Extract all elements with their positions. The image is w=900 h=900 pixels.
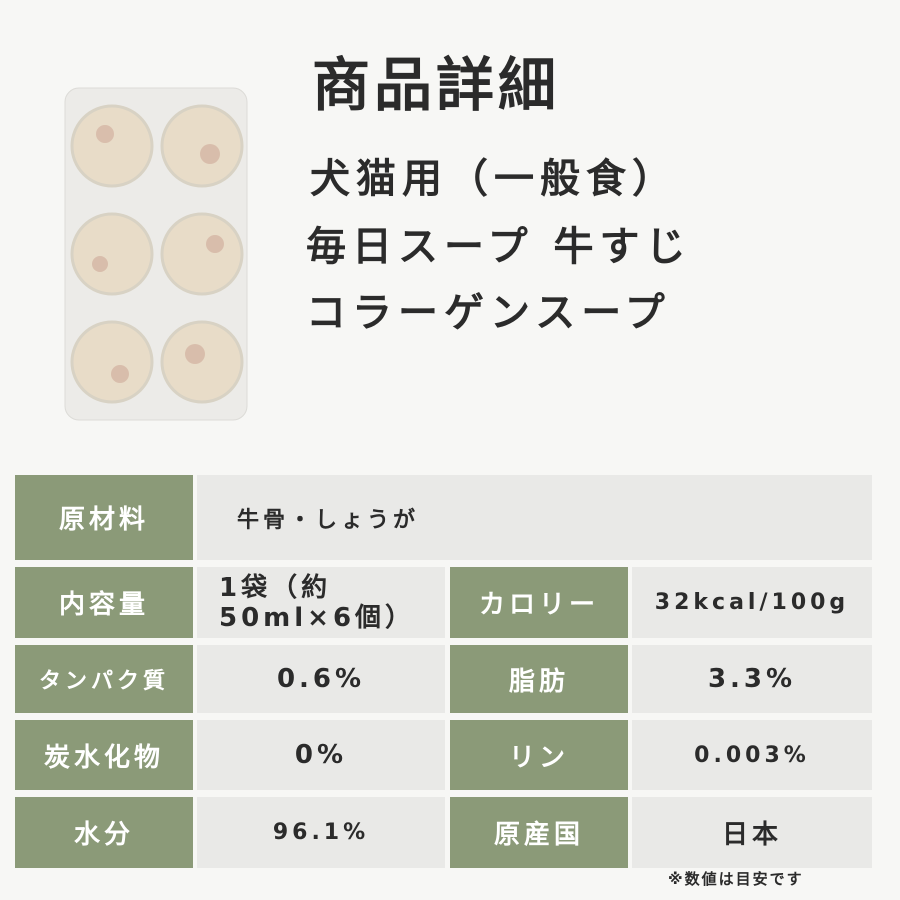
row-value: 日本 [632,797,872,868]
row-label: 水分 [15,797,193,868]
row-label: 内容量 [15,567,193,638]
subtitle: コラーゲンスープ [306,290,671,336]
row-value: 0.6% [197,645,445,713]
subtitle: 犬猫用（一般食） [310,156,678,202]
note: ※数値は目安です [668,870,804,888]
value-line: 1袋（約 [219,572,332,603]
product-image [64,87,248,421]
row-label: タンパク質 [15,645,193,713]
row-value: 1袋（約 50ml×6個） [197,567,445,638]
row-label: 原材料 [15,475,193,560]
row-label: カロリー [450,567,628,638]
title: 商品詳細 [312,51,561,119]
row-value: 0% [197,720,445,790]
row-value: 0.003% [632,720,872,790]
row-value: 96.1% [197,797,445,868]
row-value: 3.3% [632,645,872,713]
row-label: 炭水化物 [15,720,193,790]
row-label: リン [450,720,628,790]
subtitle: 毎日スープ 牛すじ [306,224,692,270]
row-value: 32kcal/100g [632,567,872,638]
row-label: 脂肪 [450,645,628,713]
value-line: 50ml×6個） [219,602,416,633]
row-value: 牛骨・しょうが [197,475,872,560]
row-label: 原産国 [450,797,628,868]
